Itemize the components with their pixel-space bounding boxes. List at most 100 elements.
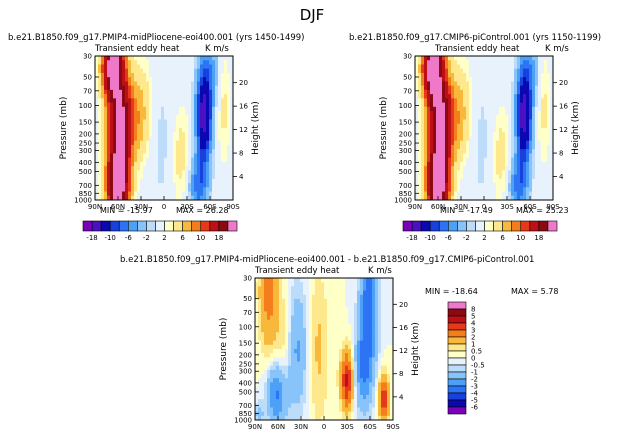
heat-cell bbox=[294, 361, 298, 367]
heat-cell bbox=[119, 115, 123, 120]
heat-cell bbox=[309, 282, 313, 287]
heat-cell bbox=[451, 98, 455, 103]
heat-cell bbox=[418, 123, 422, 129]
heat-cell bbox=[113, 102, 117, 108]
heat-cell bbox=[535, 85, 539, 91]
x-tick-label: 30S bbox=[180, 203, 194, 211]
heat-cell bbox=[294, 294, 298, 300]
heat-cell bbox=[351, 349, 355, 354]
heat-cell bbox=[273, 399, 277, 404]
heat-cell bbox=[107, 140, 111, 146]
heat-cell bbox=[101, 153, 105, 159]
heat-cell bbox=[161, 102, 165, 108]
heat-cell bbox=[324, 290, 328, 296]
heat-cell bbox=[176, 153, 180, 159]
heat-cell bbox=[333, 332, 337, 337]
heat-cell bbox=[348, 382, 352, 387]
heat-cell bbox=[442, 123, 446, 129]
heat-cell bbox=[119, 119, 123, 125]
heat-cell bbox=[173, 140, 177, 146]
heat-cell bbox=[215, 161, 219, 167]
heat-cell bbox=[128, 166, 132, 171]
heat-cell bbox=[478, 144, 482, 150]
heat-cell bbox=[493, 119, 497, 125]
heat-cell bbox=[152, 119, 156, 125]
heat-cell bbox=[469, 140, 473, 146]
heat-cell bbox=[475, 72, 479, 78]
heat-cell bbox=[182, 161, 186, 167]
heat-cell bbox=[421, 132, 425, 137]
heat-cell bbox=[351, 415, 355, 421]
heat-cell bbox=[363, 390, 367, 396]
heat-cell bbox=[442, 157, 446, 163]
heat-cell bbox=[481, 111, 485, 116]
heat-cell bbox=[457, 195, 461, 201]
heat-cell bbox=[255, 365, 259, 371]
heat-cell bbox=[418, 119, 422, 125]
heat-cell bbox=[128, 149, 132, 154]
heat-cell bbox=[306, 323, 310, 329]
heat-cell bbox=[333, 390, 337, 396]
heat-cell bbox=[544, 161, 548, 167]
heat-cell bbox=[309, 323, 313, 329]
heat-cell bbox=[261, 369, 265, 375]
heat-cell bbox=[502, 132, 506, 137]
heat-cell bbox=[523, 77, 527, 82]
heat-cell bbox=[227, 183, 231, 188]
heat-cell bbox=[427, 187, 431, 192]
heat-cell bbox=[547, 89, 551, 95]
heat-cell bbox=[258, 328, 262, 333]
heat-cell bbox=[282, 415, 286, 421]
heat-cell bbox=[297, 278, 301, 283]
heat-cell bbox=[152, 136, 156, 142]
heat-cell bbox=[451, 102, 455, 108]
heat-cell bbox=[550, 77, 554, 82]
heat-cell bbox=[541, 111, 545, 116]
heat-cell bbox=[375, 378, 379, 383]
heat-cell bbox=[345, 394, 349, 400]
heat-cell bbox=[502, 72, 506, 78]
heat-cell bbox=[161, 106, 165, 112]
heat-cell bbox=[158, 174, 162, 180]
heat-cell bbox=[415, 132, 419, 137]
heat-cell bbox=[194, 98, 198, 103]
heat-cell bbox=[430, 119, 434, 125]
heat-cell bbox=[176, 195, 180, 201]
heat-cell bbox=[125, 60, 129, 65]
heat-cell bbox=[369, 386, 373, 392]
heat-cell bbox=[294, 349, 298, 354]
colorbar-box bbox=[547, 220, 558, 232]
right-ylabel: Pressure (mb) bbox=[379, 97, 389, 160]
heat-cell bbox=[197, 183, 201, 188]
heat-cell bbox=[143, 60, 147, 65]
heat-cell bbox=[294, 298, 298, 304]
heat-cell bbox=[158, 166, 162, 171]
heat-cell bbox=[312, 349, 316, 354]
heat-cell bbox=[448, 136, 452, 142]
heat-cell bbox=[484, 153, 488, 159]
heat-cell bbox=[505, 94, 509, 99]
heat-cell bbox=[155, 60, 159, 65]
heat-cell bbox=[508, 136, 512, 142]
heat-cell bbox=[511, 64, 515, 70]
heat-cell bbox=[472, 140, 476, 146]
heat-cell bbox=[161, 191, 165, 197]
heat-cell bbox=[378, 340, 382, 346]
heat-cell bbox=[454, 106, 458, 112]
heat-cell bbox=[288, 399, 292, 404]
heat-cell bbox=[532, 72, 536, 78]
heat-cell bbox=[288, 374, 292, 379]
heat-cell bbox=[348, 353, 352, 358]
heat-cell bbox=[116, 98, 120, 103]
heat-cell bbox=[544, 183, 548, 188]
heat-cell bbox=[330, 344, 334, 350]
heat-cell bbox=[212, 98, 216, 103]
heat-cell bbox=[387, 311, 391, 316]
heat-cell bbox=[427, 102, 431, 108]
heat-cell bbox=[333, 357, 337, 362]
heat-cell bbox=[550, 170, 554, 175]
heat-cell bbox=[390, 394, 394, 400]
heat-cell bbox=[384, 286, 388, 291]
heat-cell bbox=[203, 56, 207, 61]
heat-cell bbox=[363, 307, 367, 312]
